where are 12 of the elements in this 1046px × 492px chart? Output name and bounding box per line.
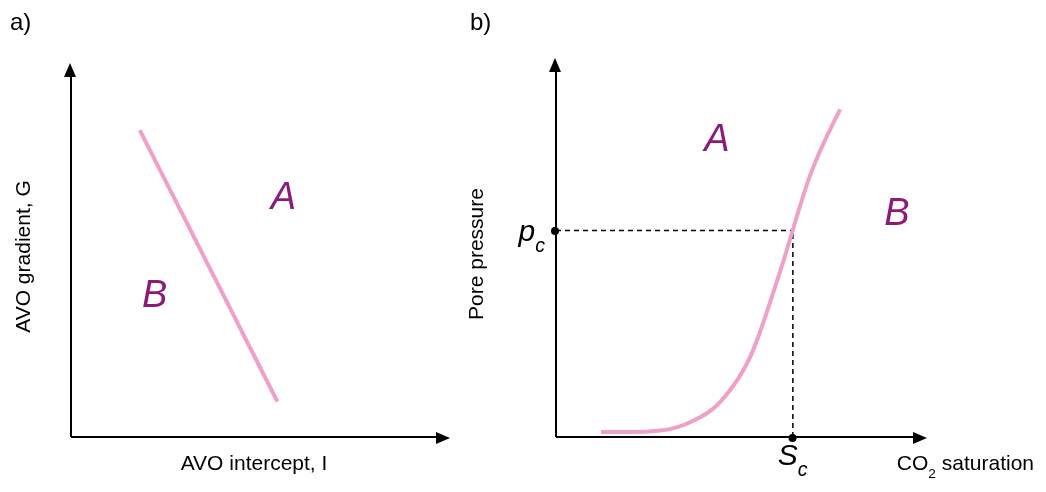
y-axis-title: AVO gradient, G — [11, 180, 34, 333]
x-axis-title: AVO intercept, I — [180, 451, 328, 474]
y-axis-title: Pore pressure — [464, 188, 487, 320]
chart-title: b) — [470, 8, 492, 35]
text: S$_{c}$ — [777, 438, 808, 480]
annotation: A — [268, 175, 297, 218]
annotation: B — [884, 190, 910, 233]
annotation: B — [141, 273, 168, 316]
ref-line-label: p$_{c}$ — [517, 214, 546, 256]
chart-title: a) — [10, 8, 32, 35]
x-axis-title: CO$_{2}$ saturation — [896, 451, 1034, 481]
annotation: A — [702, 116, 730, 159]
